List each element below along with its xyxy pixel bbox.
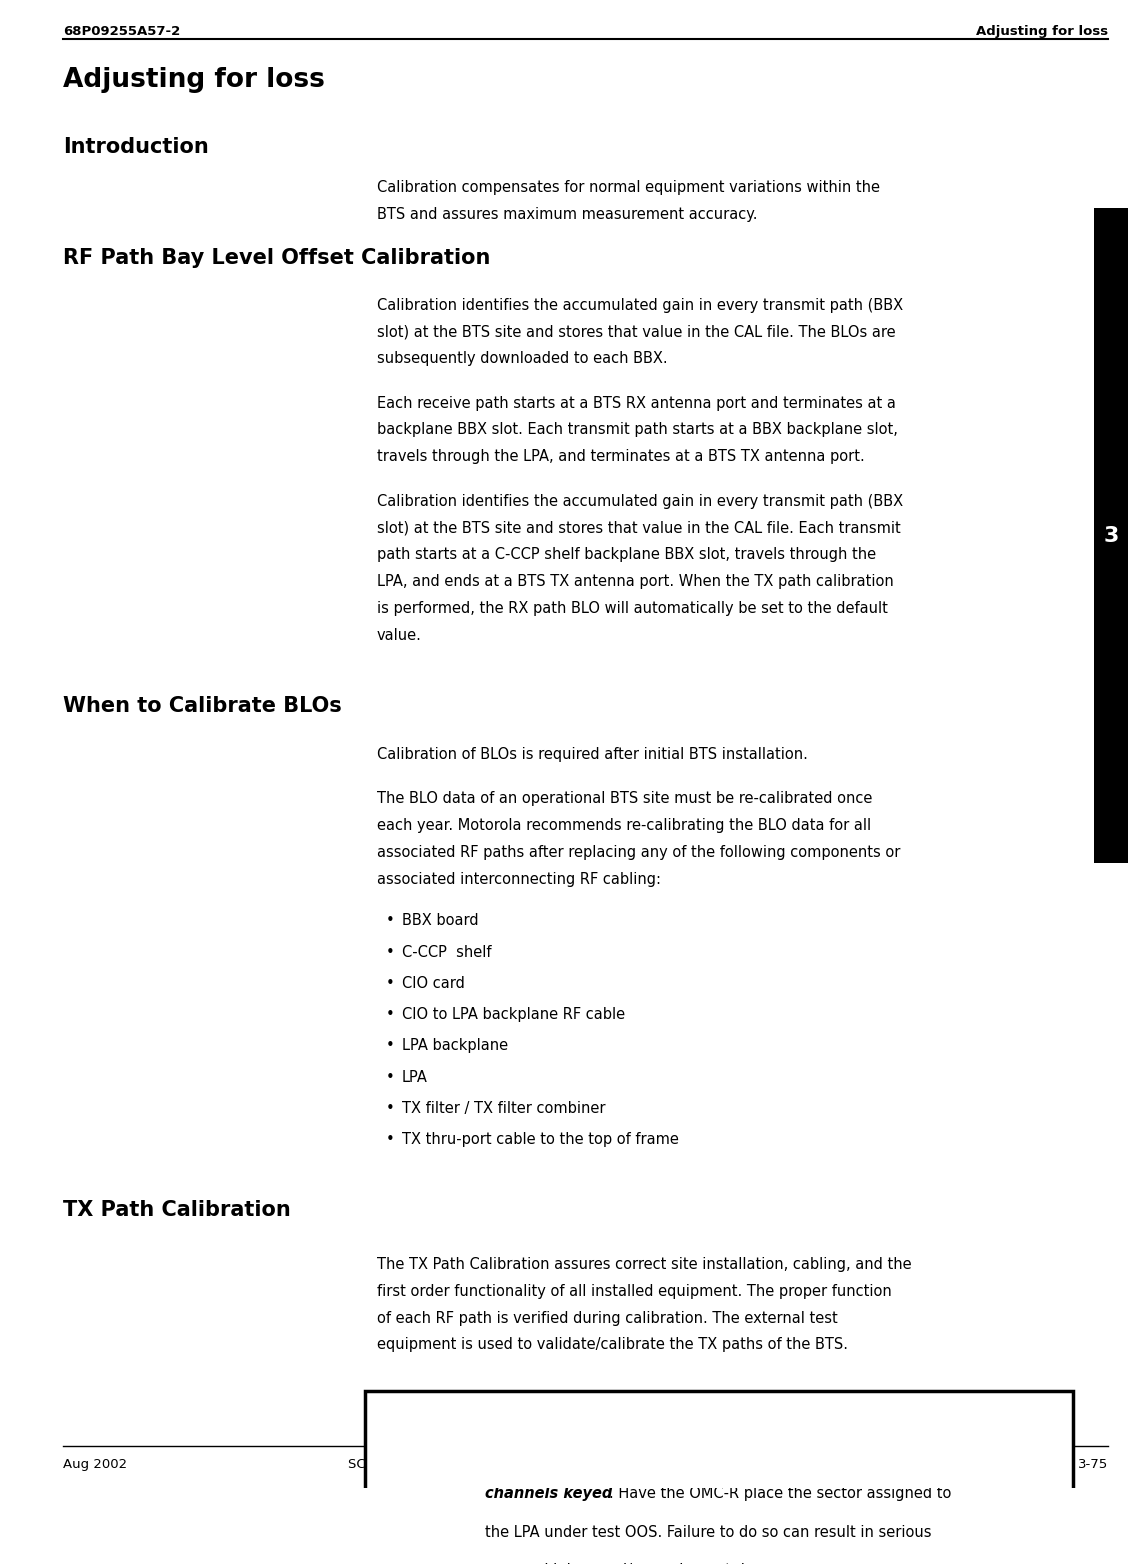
Text: LPA: LPA (402, 1070, 428, 1084)
Text: of each RF path is verified during calibration. The external test: of each RF path is verified during calib… (377, 1311, 837, 1326)
Text: Adjusting for loss: Adjusting for loss (975, 25, 1108, 38)
Text: is performed, the RX path BLO will automatically be set to the default: is performed, the RX path BLO will autom… (377, 601, 887, 616)
Text: installing any test equipment directly to any: installing any test equipment directly t… (540, 1409, 875, 1423)
Text: slot) at the BTS site and stores that value in the CAL file. The BLOs are: slot) at the BTS site and stores that va… (377, 324, 895, 339)
Text: •: • (386, 1038, 395, 1053)
Text: The BLO data of an operational BTS site must be re-calibrated once: The BLO data of an operational BTS site … (377, 791, 872, 807)
Text: 3: 3 (1103, 526, 1119, 546)
Text: LPA, and ends at a BTS TX antenna port. When the TX path calibration: LPA, and ends at a BTS TX antenna port. … (377, 574, 893, 590)
Text: path starts at a C-CCP shelf backplane BBX slot, travels through the: path starts at a C-CCP shelf backplane B… (377, 547, 876, 563)
Text: When to Calibrate BLOs: When to Calibrate BLOs (63, 696, 341, 716)
Text: Adjusting for loss: Adjusting for loss (63, 67, 324, 92)
Text: travels through the LPA, and terminates at a BTS TX antenna port.: travels through the LPA, and terminates … (377, 449, 864, 465)
Text: connector you must: connector you must (485, 1447, 636, 1462)
Text: BTS and assures maximum measurement accuracy.: BTS and assures maximum measurement accu… (377, 206, 757, 222)
Text: Each receive path starts at a BTS RX antenna port and terminates at a: Each receive path starts at a BTS RX ant… (377, 396, 895, 411)
Text: SC ™ 4812ET Optimization/ATP Manual Software Release R16.1.x.x: SC ™ 4812ET Optimization/ATP Manual Soft… (347, 1458, 795, 1470)
Text: associated RF paths after replacing any of the following components or: associated RF paths after replacing any … (377, 845, 900, 860)
FancyBboxPatch shape (365, 1390, 1073, 1564)
Text: CIO to LPA backplane RF cable: CIO to LPA backplane RF cable (402, 1007, 625, 1023)
Text: . Have the OMC-R place the sector assigned to: . Have the OMC-R place the sector assign… (609, 1486, 951, 1501)
Text: TX thru-port cable to the top of frame: TX thru-port cable to the top of frame (402, 1132, 678, 1146)
Text: •: • (386, 945, 395, 960)
Text: Calibration compensates for normal equipment variations within the: Calibration compensates for normal equip… (377, 180, 879, 196)
Text: •: • (386, 1101, 395, 1115)
FancyBboxPatch shape (1094, 208, 1128, 863)
Text: •: • (386, 976, 395, 992)
Text: C-CCP  shelf: C-CCP shelf (402, 945, 491, 960)
Text: associated interconnecting RF cabling:: associated interconnecting RF cabling: (377, 871, 661, 887)
Text: Aug 2002: Aug 2002 (63, 1458, 127, 1470)
Text: Introduction: Introduction (63, 138, 209, 156)
Text: first verify that there are no CDMA: first verify that there are no CDMA (649, 1447, 936, 1462)
Text: Before: Before (485, 1409, 540, 1423)
Text: •: • (386, 1070, 395, 1084)
Text: CIO card: CIO card (402, 976, 465, 992)
Text: equipment is used to validate/calibrate the TX paths of the BTS.: equipment is used to validate/calibrate … (377, 1337, 847, 1353)
Text: The TX Path Calibration assures correct site installation, cabling, and the: The TX Path Calibration assures correct … (377, 1257, 911, 1272)
Text: first order functionality of all installed equipment. The proper function: first order functionality of all install… (377, 1284, 892, 1298)
Text: 68P09255A57-2: 68P09255A57-2 (63, 25, 180, 38)
Text: WARNING: WARNING (379, 1409, 459, 1423)
Text: value.: value. (377, 627, 421, 643)
Text: •: • (386, 913, 395, 929)
Text: RF Path Bay Level Offset Calibration: RF Path Bay Level Offset Calibration (63, 249, 490, 269)
Text: LPA backplane: LPA backplane (402, 1038, 508, 1053)
Text: backplane BBX slot. Each transmit path starts at a BBX backplane slot,: backplane BBX slot. Each transmit path s… (377, 422, 898, 438)
Text: TX filter / TX filter combiner: TX filter / TX filter combiner (402, 1101, 605, 1115)
Text: •: • (386, 1132, 395, 1146)
Text: PRELIMINARY: PRELIMINARY (521, 1476, 621, 1490)
Text: slot) at the BTS site and stores that value in the CAL file. Each transmit: slot) at the BTS site and stores that va… (377, 521, 901, 535)
Text: 3-75: 3-75 (1078, 1458, 1108, 1470)
Text: each year. Motorola recommends re-calibrating the BLO data for all: each year. Motorola recommends re-calibr… (377, 818, 871, 834)
Text: Calibration of BLOs is required after initial BTS installation.: Calibration of BLOs is required after in… (377, 746, 807, 762)
Text: BBX board: BBX board (402, 913, 478, 929)
Text: TX Path Calibration: TX Path Calibration (63, 1201, 290, 1220)
Text: Calibration identifies the accumulated gain in every transmit path (BBX: Calibration identifies the accumulated g… (377, 494, 903, 508)
Text: channels keyed: channels keyed (485, 1486, 613, 1501)
Text: Calibration identifies the accumulated gain in every transmit path (BBX: Calibration identifies the accumulated g… (377, 297, 903, 313)
Text: TX OUT: TX OUT (932, 1409, 994, 1423)
Text: the LPA under test OOS. Failure to do so can result in serious: the LPA under test OOS. Failure to do so… (485, 1525, 932, 1541)
Text: •: • (386, 1007, 395, 1023)
Text: subsequently downloaded to each BBX.: subsequently downloaded to each BBX. (377, 350, 667, 366)
